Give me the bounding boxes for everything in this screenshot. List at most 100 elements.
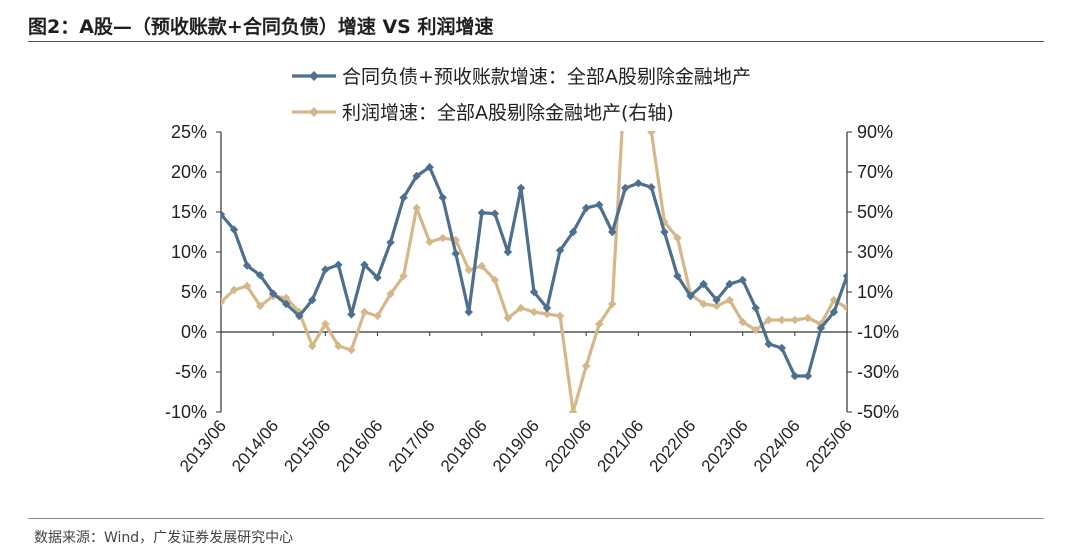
data-point-profit-growth xyxy=(725,295,734,305)
data-point-contract-liability-growth xyxy=(816,323,826,333)
data-point-contract-liability-growth xyxy=(829,307,839,317)
data-point-contract-liability-growth xyxy=(777,343,786,353)
figure-title: 图2：A股—（预收账款+合同负债）增速 VS 利润增速 xyxy=(28,16,494,38)
y-right-tick-label: 10% xyxy=(857,282,893,302)
data-point-contract-liability-growth xyxy=(386,238,395,247)
data-point-profit-growth xyxy=(221,297,226,307)
data-point-profit-growth xyxy=(516,303,526,313)
data-point-profit-growth xyxy=(360,307,369,317)
data-point-profit-growth xyxy=(712,301,721,311)
series-contract-liability-growth xyxy=(221,163,847,381)
data-point-profit-growth xyxy=(308,341,317,351)
data-point-contract-liability-growth xyxy=(221,210,226,219)
legend-label-profit-growth: 利润增速：全部A股剔除金融地产(右轴) xyxy=(342,102,674,124)
data-point-profit-growth xyxy=(660,217,669,227)
y-left-tick-label: 20% xyxy=(171,162,207,182)
data-point-profit-growth xyxy=(542,309,552,319)
data-point-profit-growth xyxy=(229,285,239,295)
x-tick-label: 2019/06 xyxy=(489,416,543,475)
data-point-contract-liability-growth xyxy=(712,295,721,305)
data-point-profit-growth xyxy=(764,315,773,325)
series-layer xyxy=(221,131,847,413)
data-point-contract-liability-growth xyxy=(425,163,434,172)
data-point-profit-growth xyxy=(503,313,513,323)
chart-svg: 合同负债+预收账款增速：全部A股剔除金融地产利润增速：全部A股剔除金融地产(右轴… xyxy=(165,66,899,476)
data-point-contract-liability-growth xyxy=(451,249,460,258)
data-point-profit-growth xyxy=(738,317,747,327)
data-point-profit-growth xyxy=(529,307,539,317)
y-right-tick-label: 90% xyxy=(857,122,893,142)
data-point-contract-liability-growth xyxy=(634,179,643,188)
data-point-contract-liability-growth xyxy=(477,208,487,217)
data-point-contract-liability-growth xyxy=(555,246,565,255)
data-point-contract-liability-growth xyxy=(764,339,773,349)
data-point-profit-growth xyxy=(255,301,265,311)
data-point-contract-liability-growth xyxy=(347,310,356,319)
data-point-profit-growth xyxy=(321,319,330,329)
data-point-contract-liability-growth xyxy=(503,247,513,257)
data-point-contract-liability-growth xyxy=(738,275,747,285)
data-point-contract-liability-growth xyxy=(308,295,317,305)
data-point-profit-growth xyxy=(282,293,291,303)
data-point-profit-growth xyxy=(777,315,786,325)
y-right-tick-label: 50% xyxy=(857,202,893,222)
data-point-contract-liability-growth xyxy=(295,311,304,321)
y-left-tick-label: 25% xyxy=(171,122,207,142)
data-point-profit-growth xyxy=(451,235,460,245)
data-point-contract-liability-growth xyxy=(595,200,604,209)
data-point-contract-liability-growth xyxy=(842,271,847,281)
x-tick-label: 2016/06 xyxy=(333,416,387,475)
data-point-contract-liability-growth xyxy=(373,273,382,282)
data-point-contract-liability-growth xyxy=(686,291,695,301)
data-point-profit-growth xyxy=(842,303,847,313)
y-right-tick-label: -30% xyxy=(857,362,899,382)
data-point-profit-growth xyxy=(373,311,382,321)
x-tick-label: 2018/06 xyxy=(437,416,491,475)
data-point-profit-growth xyxy=(425,237,434,247)
x-tick-label: 2021/06 xyxy=(593,416,647,475)
data-point-contract-liability-growth xyxy=(621,183,630,193)
x-tick-label: 2023/06 xyxy=(698,416,752,475)
legend-swatch-marker xyxy=(309,71,319,81)
series-profit-growth xyxy=(221,131,847,413)
legend: 合同负债+预收账款增速：全部A股剔除金融地产利润增速：全部A股剔除金融地产(右轴… xyxy=(292,66,751,124)
y-right-tick-label: 30% xyxy=(857,242,893,262)
y-left-tick-label: -10% xyxy=(165,402,207,422)
series-line-profit-growth xyxy=(221,131,847,413)
y-left-tick-label: -5% xyxy=(175,362,207,382)
y-left-tick-label: 10% xyxy=(171,242,207,262)
data-point-contract-liability-growth xyxy=(321,265,330,274)
data-point-contract-liability-growth xyxy=(568,227,578,237)
data-point-contract-liability-growth xyxy=(255,271,265,280)
data-point-contract-liability-growth xyxy=(242,261,252,270)
y-left-tick-label: 5% xyxy=(181,282,207,302)
data-point-contract-liability-growth xyxy=(268,289,278,298)
data-point-contract-liability-growth xyxy=(542,303,552,313)
data-point-profit-growth xyxy=(490,275,500,285)
y-right-tick-label: -10% xyxy=(857,322,899,342)
data-point-profit-growth xyxy=(242,281,252,291)
data-point-contract-liability-growth xyxy=(529,287,539,297)
y-left-tick-label: 15% xyxy=(171,202,207,222)
data-point-contract-liability-growth xyxy=(229,225,239,234)
data-point-profit-growth xyxy=(386,289,395,299)
title-rule xyxy=(28,41,1044,42)
data-point-contract-liability-growth xyxy=(803,371,813,381)
data-point-contract-liability-growth xyxy=(516,183,526,193)
x-tick-label: 2013/06 xyxy=(176,416,230,475)
data-point-contract-liability-growth xyxy=(673,271,682,281)
x-tick-label: 2022/06 xyxy=(646,416,700,475)
source-note: 数据来源：Wind，广发证券发展研究中心 xyxy=(34,530,294,546)
data-point-profit-growth xyxy=(464,265,473,275)
y-right-tick-label: -50% xyxy=(857,402,899,422)
data-point-profit-growth xyxy=(751,325,760,335)
data-point-profit-growth xyxy=(829,295,839,305)
data-point-profit-growth xyxy=(790,315,800,325)
data-point-contract-liability-growth xyxy=(790,371,800,381)
data-point-profit-growth xyxy=(595,319,604,329)
data-point-profit-growth xyxy=(699,299,708,309)
data-point-contract-liability-growth xyxy=(464,307,473,317)
data-point-profit-growth xyxy=(399,271,408,281)
data-point-contract-liability-growth xyxy=(660,227,669,237)
data-point-profit-growth xyxy=(347,345,356,355)
